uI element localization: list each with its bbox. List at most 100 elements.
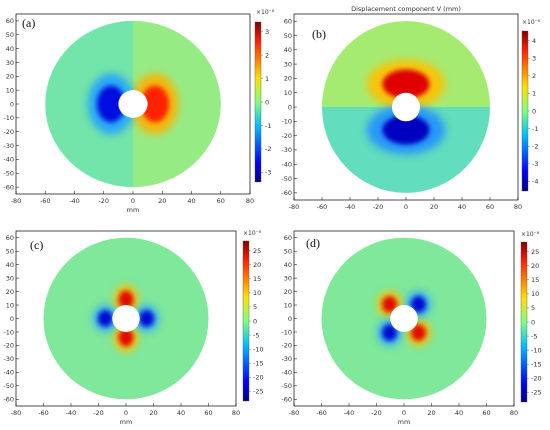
x-tick-label: -20 [93, 409, 104, 417]
y-tick-label: -10 [3, 114, 14, 122]
colorbar-tick-label: 5 [253, 303, 257, 311]
colorbar-exponent: ×10⁻⁸ [243, 230, 262, 237]
positive-lobe-upper-left-core [382, 296, 397, 313]
colorbar-tick-label: 0 [253, 317, 257, 325]
x-tick-label: -60 [38, 409, 49, 417]
y-ticks: 60 50 40 30 20 10 0 -10 -20 -30 -40 -50 -60 [3, 17, 19, 191]
colorbar-ticks: 3 2 1 0 -1 -2 -3 [261, 28, 271, 177]
x-tick-label: 40 [455, 409, 463, 417]
x-tick-label: -60 [316, 409, 327, 417]
colorbar-tick-label: 15 [531, 276, 539, 284]
y-tick-label: -30 [281, 355, 292, 363]
y-tick-label: 10 [6, 301, 14, 309]
x-tick-label: -80 [289, 409, 300, 417]
colorbar-tick-label: 25 [531, 248, 539, 256]
x-tick-label: 40 [187, 197, 195, 205]
colorbar-tick-label: -3 [532, 160, 538, 168]
panel-label: (a) [22, 16, 35, 30]
x-tick-label: 80 [232, 409, 240, 417]
colorbar-tick-label: 1 [532, 90, 536, 98]
y-tick-label: 50 [284, 32, 292, 40]
y-tick-label: 30 [6, 274, 14, 282]
negative-lobe-core [382, 115, 430, 145]
colorbar-tick-label: -1 [532, 125, 538, 133]
colorbar-tick-label: 15 [253, 275, 261, 283]
colorbar-tick-label: -10 [253, 345, 264, 353]
colorbar: ×10⁻⁸ 25 20 15 10 5 0 -5 -10 -15 -20 -25 [520, 231, 542, 403]
disk [322, 21, 490, 193]
colorbar-tick-label: -3 [265, 169, 271, 177]
y-tick-label: 60 [284, 17, 292, 25]
colorbar-tick-label: 25 [253, 247, 261, 255]
y-tick-label: 50 [284, 247, 292, 255]
colorbar-ticks: 25 20 15 10 5 0 -5 -10 -15 -20 -25 [249, 247, 264, 396]
y-tick-label: 0 [288, 103, 292, 111]
x-tick-label: 20 [158, 197, 166, 205]
colorbar-tick-label: 1 [265, 75, 269, 83]
x-tick-label: 80 [246, 197, 254, 205]
y-tick-label: -40 [281, 369, 292, 377]
y-tick-label: 10 [284, 89, 292, 97]
y-tick-label: 50 [6, 31, 14, 39]
positive-lobe-lower-right-core [411, 324, 426, 341]
y-tick-label: 40 [284, 261, 292, 269]
y-tick-label: -60 [281, 396, 292, 404]
y-tick-label: -20 [3, 128, 14, 136]
x-tick-label: 40 [177, 409, 185, 417]
x-tick-label: 60 [204, 409, 212, 417]
y-tick-label: -60 [281, 189, 292, 197]
x-tick-label: -40 [344, 409, 355, 417]
panel-d: (d) -80 -60 -40 -20 0 20 40 60 80 6050403020100-… [281, 230, 542, 426]
colorbar-tick-label: 4 [532, 37, 536, 45]
colorbar-scale [254, 21, 262, 183]
y-tick-label: -30 [3, 142, 14, 150]
y-tick-label: 30 [6, 59, 14, 67]
x-ticks: -80 -60 -40 -20 0 20 40 60 80 [11, 403, 240, 417]
central-hole [112, 305, 140, 332]
x-tick-label: 0 [404, 203, 408, 211]
y-tick-label: 40 [284, 46, 292, 54]
colorbar-tick-label: -20 [531, 375, 542, 383]
central-hole [118, 90, 148, 118]
x-tick-label: 0 [402, 409, 406, 417]
x-tick-label: 60 [486, 203, 494, 211]
negative-lobe-left-core [97, 310, 113, 327]
colorbar-scale [242, 240, 250, 402]
colorbar-tick-label: 20 [253, 261, 261, 269]
colorbar-tick-label: -25 [253, 388, 264, 396]
positive-lobe-top-core [118, 290, 134, 309]
x-tick-label: 40 [458, 203, 466, 211]
colorbar-tick-label: -2 [532, 143, 538, 151]
y-tick-label: -10 [281, 118, 292, 126]
y-tick-label: -10 [281, 328, 292, 336]
colorbar-exponent: ×10⁻⁶ [256, 9, 275, 16]
x-tick-label: 20 [430, 203, 438, 211]
y-tick-label: -30 [3, 355, 14, 363]
y-tick-label: -30 [281, 146, 292, 154]
x-tick-label: -20 [98, 197, 109, 205]
y-tick-label: -10 [3, 328, 14, 336]
y-tick-label: 20 [6, 288, 14, 296]
panel-b: Displacement component V (mm) (b) -80 -60… [281, 5, 540, 211]
panel-label: (b) [312, 27, 326, 41]
x-tick-label: 20 [427, 409, 435, 417]
colorbar-exponent: ×10⁻⁸ [521, 231, 540, 238]
colorbar-tick-label: 3 [532, 55, 536, 63]
y-tick-label: 0 [10, 315, 14, 323]
y-tick-label: -20 [281, 132, 292, 140]
colorbar-ticks: 25 20 15 10 5 0 -5 -10 -15 -20 -25 [527, 248, 542, 397]
panel-label: (c) [30, 238, 43, 252]
colorbar-tick-label: -4 [532, 178, 538, 186]
y-tick-label: 20 [6, 73, 14, 81]
x-tick-label: 60 [482, 409, 490, 417]
x-tick-label: 20 [149, 409, 157, 417]
central-hole [390, 305, 418, 332]
y-tick-label: -60 [3, 183, 14, 191]
colorbar-tick-label: -2 [265, 145, 271, 153]
negative-lobe-core [97, 85, 126, 123]
colorbar-tick-label: -15 [253, 360, 264, 368]
x-tick-label: 80 [514, 203, 522, 211]
x-axis-label: mm [398, 418, 411, 426]
x-ticks: -80 -60 -40 -20 0 20 40 60 80 [289, 403, 518, 417]
